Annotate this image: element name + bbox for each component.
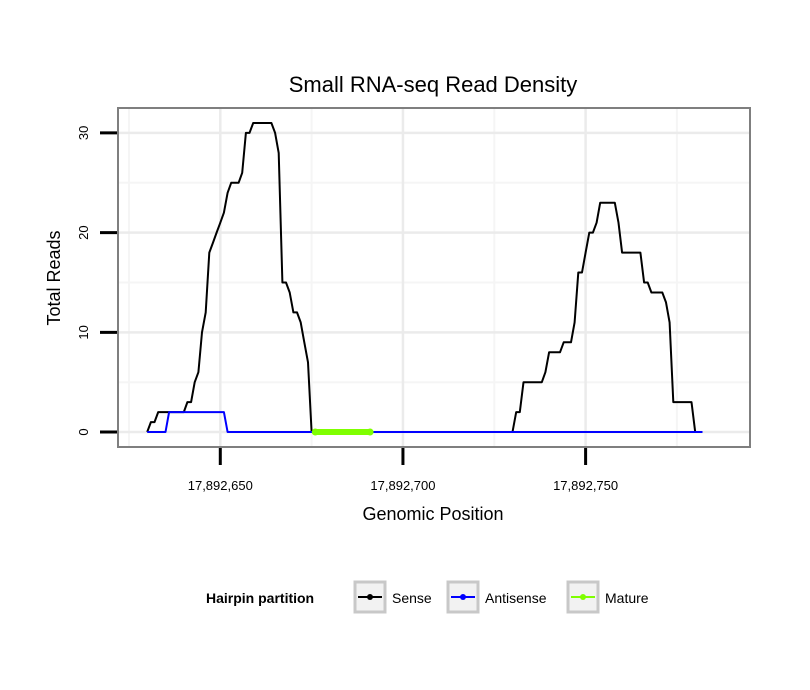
x-tick-label: 17,892,750 bbox=[553, 478, 618, 493]
legend-key-dot-sense bbox=[367, 594, 373, 600]
legend-key-dot-mature bbox=[580, 594, 586, 600]
series-line-sense bbox=[146, 122, 703, 433]
data-point-mature bbox=[311, 428, 319, 436]
x-axis-title: Genomic Position bbox=[362, 504, 503, 524]
y-axis-title: Total Reads bbox=[44, 230, 64, 325]
y-tick-label: 30 bbox=[76, 126, 91, 140]
legend-label-antisense: Antisense bbox=[485, 590, 547, 606]
chart-title: Small RNA-seq Read Density bbox=[289, 72, 578, 97]
y-tick-label: 0 bbox=[76, 428, 91, 435]
plot-panel bbox=[117, 107, 751, 448]
legend: Hairpin partition Sense Antisense Mature bbox=[206, 580, 649, 614]
y-tick-label: 20 bbox=[76, 225, 91, 239]
legend-label-sense: Sense bbox=[392, 590, 432, 606]
series-line-antisense bbox=[147, 411, 703, 433]
series-layer bbox=[146, 122, 703, 436]
grid-lines bbox=[118, 108, 750, 447]
y-axis: 0 10 20 30 bbox=[76, 126, 117, 436]
x-tick-label: 17,892,650 bbox=[188, 478, 253, 493]
y-tick-label: 10 bbox=[76, 325, 91, 339]
x-axis: 17,892,650 17,892,700 17,892,750 bbox=[188, 448, 618, 493]
data-point-mature bbox=[366, 428, 374, 436]
legend-title: Hairpin partition bbox=[206, 590, 314, 606]
legend-key-dot-antisense bbox=[460, 594, 466, 600]
x-tick-label: 17,892,700 bbox=[370, 478, 435, 493]
legend-label-mature: Mature bbox=[605, 590, 649, 606]
